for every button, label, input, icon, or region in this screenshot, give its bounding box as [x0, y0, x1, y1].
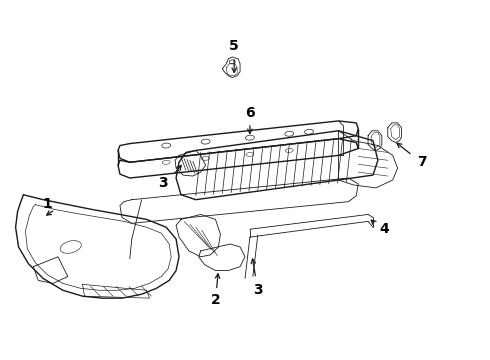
Text: 3: 3	[253, 283, 263, 297]
Text: 1: 1	[42, 197, 52, 211]
Text: 5: 5	[229, 39, 239, 53]
Text: 7: 7	[417, 155, 427, 169]
Text: 2: 2	[211, 293, 220, 307]
Text: 3: 3	[158, 176, 168, 190]
Text: 4: 4	[379, 222, 389, 236]
Text: 6: 6	[245, 106, 255, 120]
